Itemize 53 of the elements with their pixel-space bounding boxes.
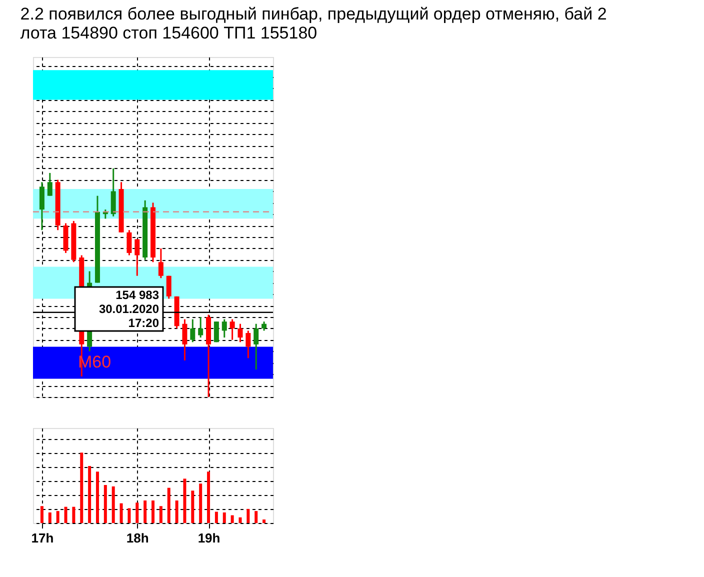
candlestick [166, 275, 172, 300]
candlestick [190, 318, 196, 343]
x-tick-label: 17h [31, 530, 54, 546]
bar [48, 512, 52, 523]
candlestick [262, 320, 267, 332]
bar [136, 502, 139, 523]
candlestick [39, 181, 44, 231]
x-tick-label: 19h [198, 530, 220, 546]
candlestick [182, 318, 188, 362]
candlestick [238, 323, 243, 343]
candlestick [47, 172, 52, 197]
candlestick [222, 318, 227, 338]
bar [120, 503, 123, 523]
bar [238, 517, 242, 523]
annotation: 30.01.2020 [98, 302, 160, 316]
bar [40, 506, 44, 523]
text: 2.2 появился более выгодный пинбар, предыдущий ордер отменяю, бай 2 лота 154890 стоп 154600 ТП1 155180 [20, 4, 607, 42]
bar [159, 506, 162, 523]
candlestick [110, 168, 116, 218]
annotation: 154 983 [116, 288, 160, 302]
bar [56, 511, 60, 523]
bar [96, 472, 99, 523]
candlestick [246, 330, 251, 359]
candlestick [254, 323, 259, 370]
candlestick [158, 248, 164, 279]
candlestick [198, 316, 204, 338]
bar [64, 506, 68, 523]
bar [262, 519, 266, 523]
bar [104, 485, 107, 523]
bar [152, 500, 154, 523]
bar [88, 466, 92, 523]
bar [175, 500, 178, 523]
bar [112, 486, 115, 523]
candlestick [230, 318, 235, 341]
bar [199, 484, 202, 523]
bar [207, 472, 210, 523]
candlestick [126, 229, 132, 256]
bar [183, 478, 186, 523]
bar [191, 490, 194, 523]
annotation: 17:20 [128, 316, 160, 330]
bar [144, 500, 147, 523]
bar [254, 511, 258, 523]
bar [80, 452, 84, 523]
x-tick-label: 18h [126, 530, 149, 546]
bar [72, 506, 76, 523]
bar [230, 515, 234, 523]
bar [214, 512, 218, 523]
bar [222, 512, 226, 523]
candlestick [134, 238, 140, 277]
bar [128, 508, 131, 523]
bar [167, 488, 170, 523]
bar [246, 508, 250, 523]
candlestick [214, 320, 219, 343]
